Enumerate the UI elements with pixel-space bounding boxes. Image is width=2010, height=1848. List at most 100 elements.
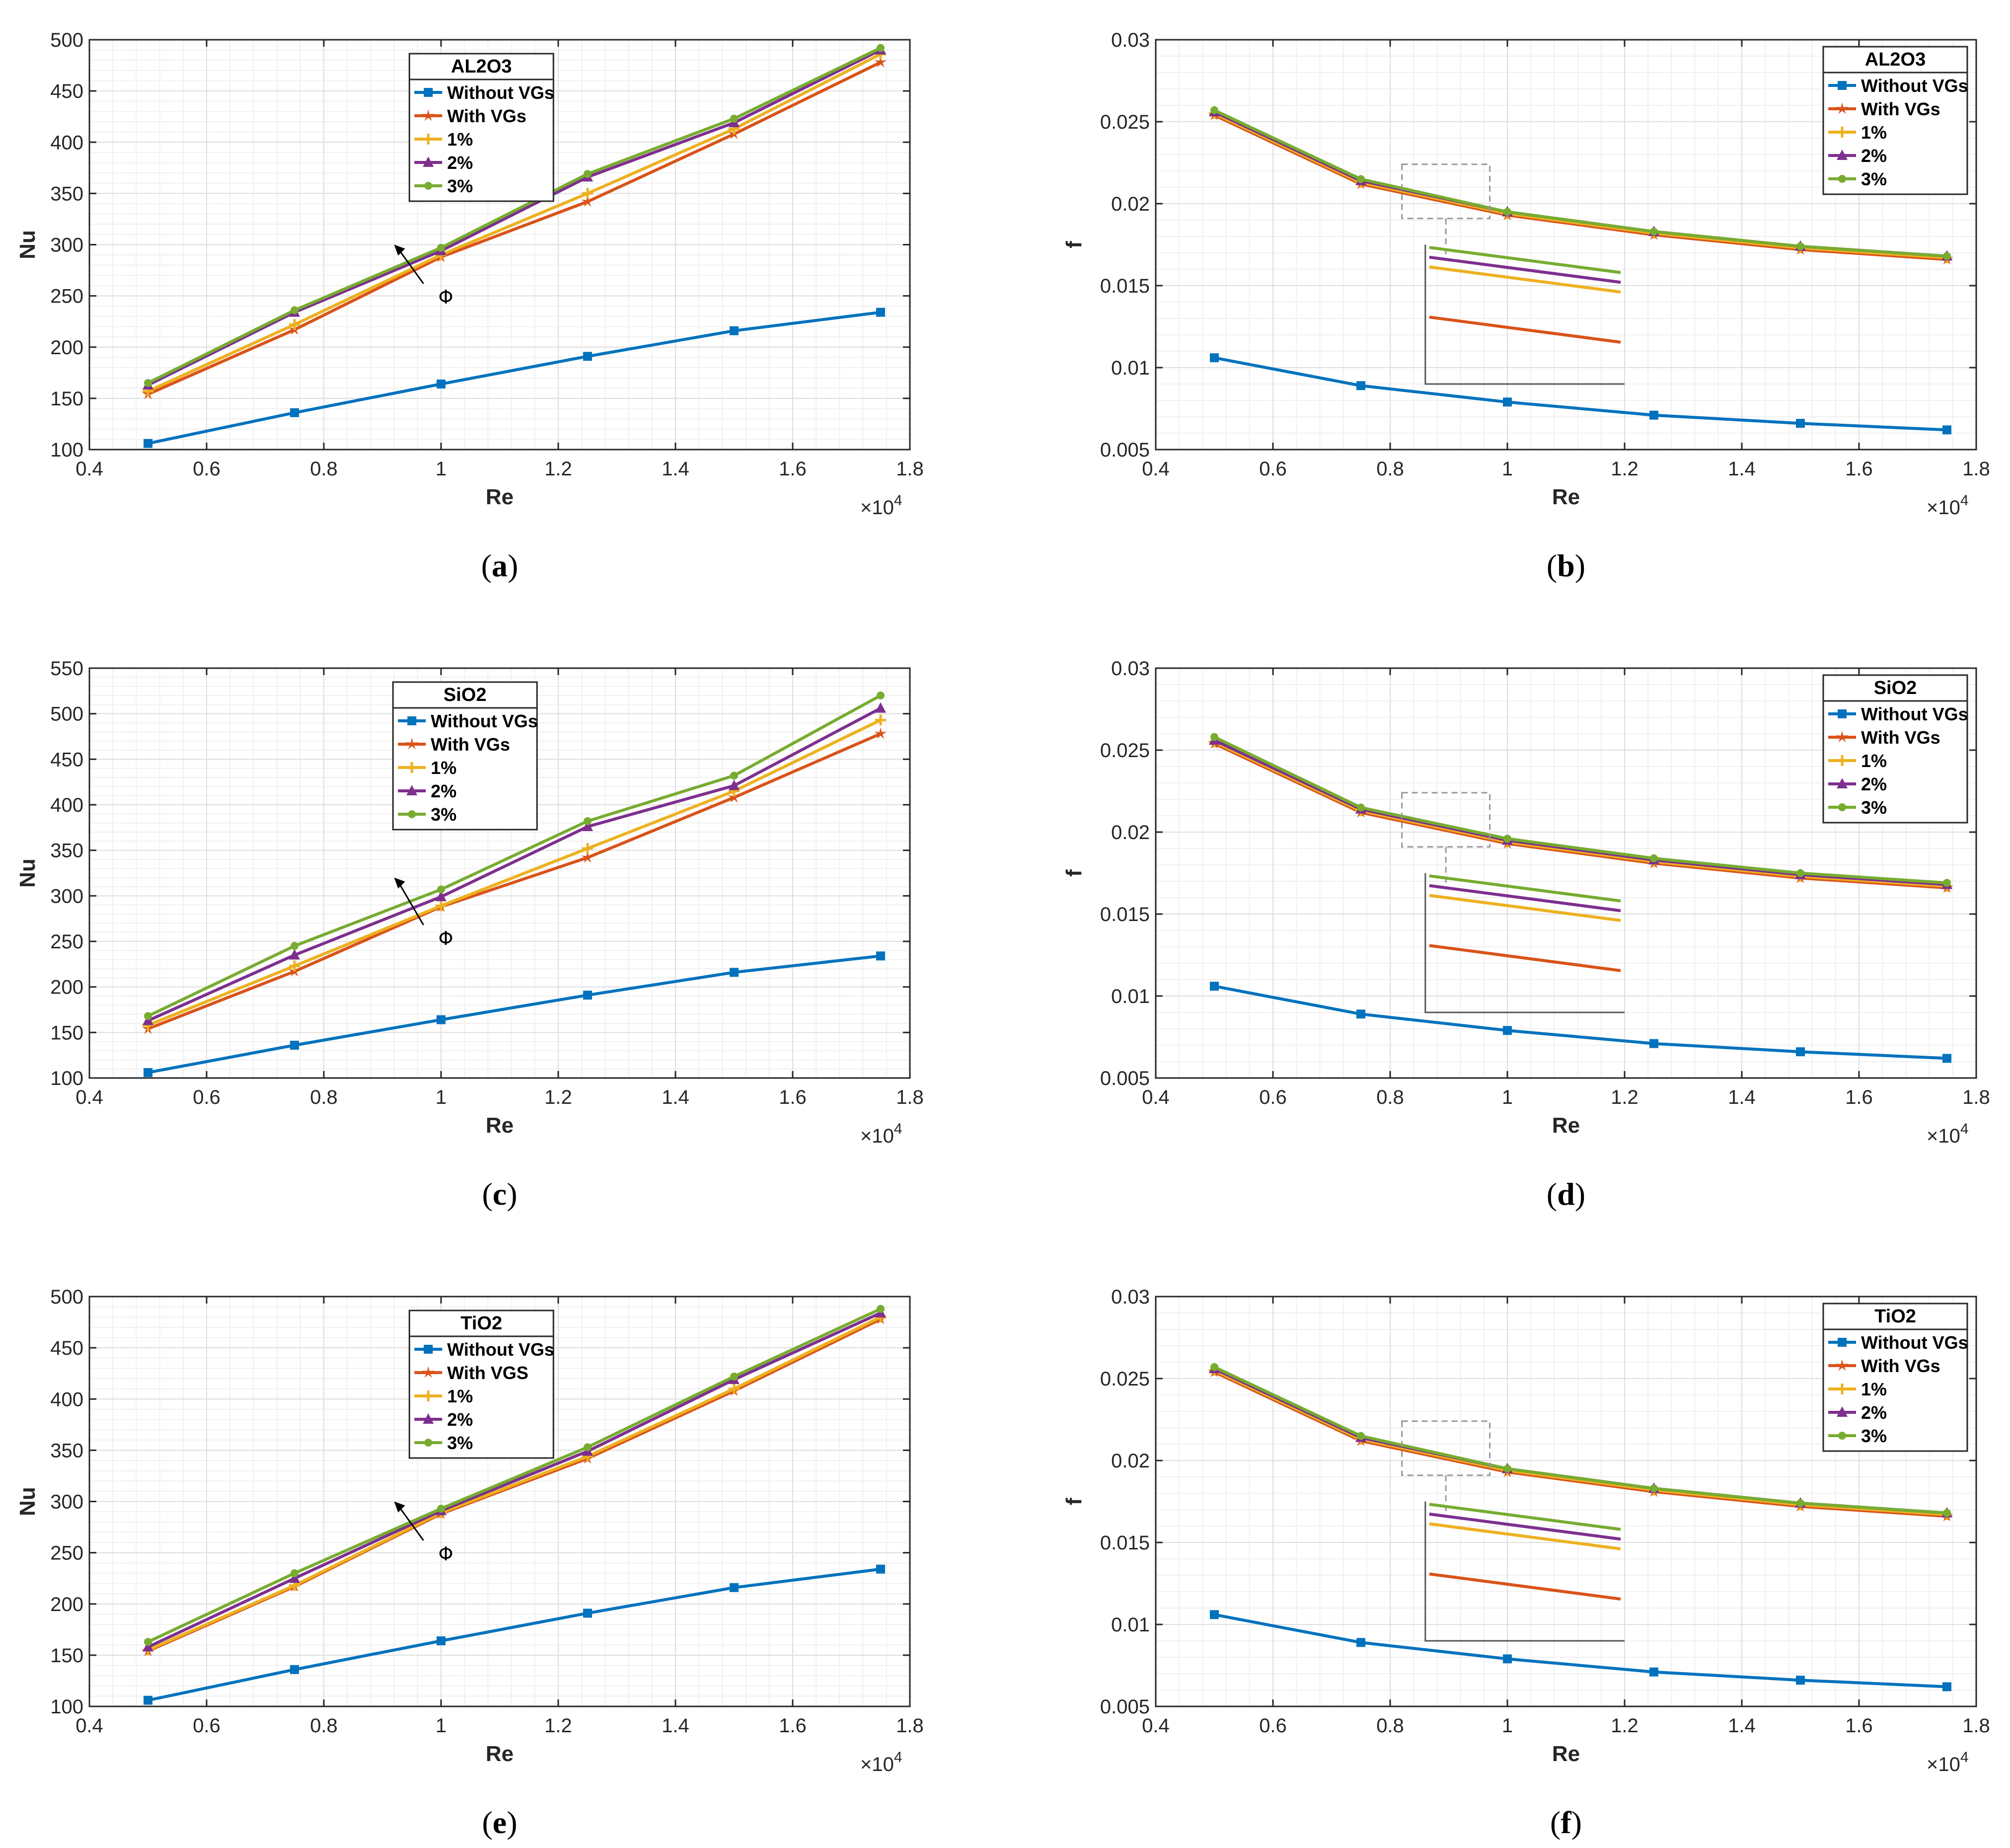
- legend-box: [1822, 674, 1968, 824]
- y-tick-label: 0.01: [1111, 357, 1150, 379]
- data-point-without: [1356, 381, 1365, 390]
- legend-label-p2: 2%: [1861, 146, 1887, 166]
- inset-line-with: [1429, 1572, 1621, 1601]
- y-tick-label: 0.01: [1111, 986, 1150, 1007]
- y-axis-label: f: [1062, 869, 1086, 877]
- legend: SiO2 Without VGs With VGs 1% 2% 3%: [1822, 674, 1968, 824]
- data-point-p3: [437, 1504, 445, 1513]
- x-tick-label: 1.8: [896, 1086, 924, 1108]
- inset-line-p2: [1429, 255, 1621, 284]
- data-point-p2: [289, 949, 300, 960]
- data-point-without: [1649, 410, 1658, 420]
- series-line-p3: [147, 694, 882, 1018]
- data-point-p3: [877, 692, 885, 699]
- data-point-p3: [584, 817, 592, 825]
- legend-title: TiO2: [1874, 1306, 1916, 1327]
- data-point-without: [144, 1695, 152, 1705]
- panel-caption: (d): [1547, 1176, 1585, 1212]
- y-tick-label: 400: [50, 132, 83, 154]
- inset-line-p1: [1429, 894, 1621, 922]
- x-tick-label: 1.2: [544, 458, 572, 480]
- phi-annotation: Φ: [439, 927, 453, 949]
- series-line-p3: [147, 46, 882, 385]
- legend-label-p3: 3%: [447, 1433, 473, 1453]
- caption-open: (: [1547, 1176, 1557, 1212]
- y-tick-label: 250: [50, 1542, 83, 1564]
- series-line-p3: [1213, 109, 1947, 258]
- x-tick-label: 1.6: [1845, 1086, 1873, 1108]
- y-tick-label: 450: [50, 749, 83, 770]
- data-point-without: [1796, 419, 1805, 428]
- data-point-without: [144, 1068, 152, 1077]
- caption-letter: f: [1561, 1805, 1571, 1840]
- series-line-with: [147, 732, 882, 1030]
- phi-arrow-shaft: [397, 248, 424, 284]
- data-point-p3: [1503, 208, 1511, 216]
- chart-panel-a: 0.4 0.6 0.8 1 1.2 1.4 1.6 1.8 100 150 200 250 300 350…: [15, 29, 924, 583]
- legend-label-with: With VGs: [1861, 727, 1940, 748]
- data-point-p1: [289, 960, 300, 972]
- series-line-p1: [147, 53, 882, 393]
- data-point-p3: [584, 170, 592, 178]
- y-tick-label: 400: [50, 794, 83, 816]
- series-line-p1: [147, 718, 882, 1027]
- series-line-p2: [147, 1311, 882, 1649]
- x-tick-label: 0.8: [310, 458, 338, 480]
- legend-box: [408, 53, 554, 202]
- data-point-without: [583, 352, 592, 361]
- y-tick-label: 0.015: [1100, 1532, 1150, 1554]
- data-point-p3: [437, 885, 445, 894]
- x-tick-label: 0.6: [193, 1086, 221, 1108]
- chart-panel-d: 0.4 0.6 0.8 1 1.2 1.4 1.6 1.8 0.005 0.01 0.015 0.02…: [1062, 658, 1990, 1212]
- x-axis-label: Re: [486, 1113, 514, 1138]
- caption-open: (: [1547, 548, 1557, 583]
- x-tick-label: 0.8: [310, 1086, 338, 1108]
- data-point-p3: [1503, 835, 1511, 843]
- legend-label-p3: 3%: [431, 804, 456, 825]
- legend-label-with: With VGS: [447, 1363, 528, 1383]
- series-line-without: [1214, 1613, 1947, 1689]
- y-tick-label: 450: [50, 80, 83, 102]
- y-tick-label: 300: [50, 234, 83, 256]
- data-point-without: [290, 1665, 299, 1674]
- legend-marker-p1: [1837, 1384, 1848, 1394]
- data-point-p3: [1357, 1432, 1365, 1440]
- inset-line-p2: [1429, 884, 1621, 913]
- x-tick-label: 1.4: [1728, 458, 1756, 480]
- series-p3: [1210, 106, 1951, 260]
- x-exponent-label: ×104: [1927, 1121, 1969, 1147]
- data-point-without: [1649, 1039, 1658, 1048]
- x-tick-label: 1.4: [1728, 1086, 1756, 1108]
- legend-label-without: Without VGs: [1861, 704, 1968, 724]
- legend: AL2O3 Without VGs With VGs 1% 2% 3%: [1822, 46, 1968, 195]
- data-point-p3: [291, 306, 298, 314]
- legend-marker-without: [424, 88, 433, 97]
- data-point-p3: [1943, 879, 1951, 887]
- y-tick-label: 0.015: [1100, 904, 1150, 925]
- legend-label-p2: 2%: [447, 153, 473, 173]
- y-tick-label: 150: [50, 1645, 83, 1667]
- legend-label-without: Without VGs: [447, 82, 554, 103]
- panel-caption: (f): [1550, 1805, 1582, 1840]
- data-point-with: [874, 727, 887, 739]
- chart-panel-b: 0.4 0.6 0.8 1 1.2 1.4 1.6 1.8 0.005 0.01 0.015 0.02…: [1062, 29, 1990, 583]
- x-tick-label: 1.6: [779, 1086, 807, 1108]
- legend-box: [392, 681, 538, 831]
- data-point-p3: [1943, 252, 1951, 260]
- data-point-without: [144, 439, 152, 448]
- legend-label-p1: 1%: [447, 129, 473, 150]
- legend-marker-with: [422, 1366, 435, 1378]
- caption-letter: e: [493, 1805, 507, 1840]
- x-tick-label: 0.8: [1376, 1086, 1404, 1108]
- y-tick-label: 0.025: [1100, 1368, 1150, 1390]
- legend-label-p2: 2%: [1861, 774, 1887, 794]
- y-tick-label: 200: [50, 1594, 83, 1616]
- caption-letter: c: [493, 1176, 507, 1212]
- y-tick-label: 0.025: [1100, 111, 1150, 133]
- legend-title: SiO2: [444, 685, 487, 705]
- phi-annotation: Φ: [439, 286, 453, 308]
- series-line-p2: [147, 707, 882, 1022]
- phi-arrow-head: [394, 877, 405, 889]
- legend-label-without: Without VGs: [431, 711, 538, 731]
- data-point-p1: [582, 843, 593, 854]
